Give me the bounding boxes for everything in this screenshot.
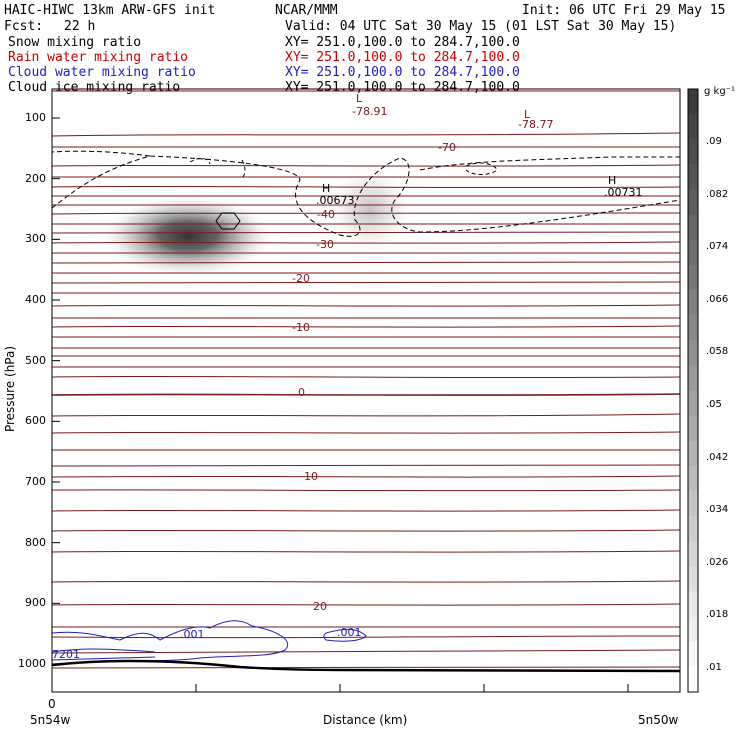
low-mark: L bbox=[356, 92, 363, 105]
colorbar-swatch bbox=[688, 214, 698, 241]
x-tick-label: 0 bbox=[48, 697, 56, 711]
isotherm-label: 0 bbox=[298, 386, 305, 399]
x-right-label: 5n50w bbox=[638, 713, 679, 727]
colorbar-swatch bbox=[688, 390, 698, 417]
field-xy: XY= 251.0,100.0 to 284.7,100.0 bbox=[285, 65, 520, 80]
colorbar bbox=[688, 89, 698, 693]
colorbar-swatch bbox=[688, 340, 698, 366]
colorbar-tick-label: .058 bbox=[706, 346, 729, 358]
colorbar-swatch bbox=[688, 616, 698, 643]
snow-secondary-blob bbox=[330, 170, 410, 250]
fcst-value: 22 h bbox=[64, 19, 96, 34]
colorbar-swatch bbox=[688, 440, 698, 467]
x-axis-label: Distance (km) bbox=[323, 713, 408, 727]
snow-max-blob bbox=[103, 196, 273, 276]
colorbar-tick-label: .026 bbox=[706, 556, 729, 568]
colorbar-swatch bbox=[688, 566, 698, 592]
colorbar-swatch bbox=[688, 465, 698, 492]
cloud-water-label: .001 bbox=[180, 628, 205, 641]
x-left-label: 5n54w bbox=[30, 713, 71, 727]
colorbar-unit: g kg⁻¹ bbox=[704, 86, 735, 97]
y-tick-label: 100 bbox=[25, 111, 46, 124]
colorbar-swatch bbox=[688, 315, 698, 341]
colorbar-tick-label: .018 bbox=[706, 609, 729, 621]
colorbar-tick-label: .082 bbox=[706, 188, 729, 200]
colorbar-swatch bbox=[688, 164, 698, 190]
y-tick-label: 500 bbox=[25, 353, 46, 367]
colorbar-tick-label: .01 bbox=[706, 662, 722, 673]
colorbar-tick-label: .066 bbox=[706, 293, 729, 305]
colorbar-tick-label: .09 bbox=[706, 136, 722, 147]
fcst-label: Fcst: bbox=[4, 19, 44, 34]
colorbar-tick-label: .034 bbox=[706, 504, 729, 516]
colorbar-tick-label: .074 bbox=[706, 241, 729, 253]
low-mark: L bbox=[524, 108, 531, 121]
title-left: HAIC-HIWC 13km ARW-GFS init bbox=[4, 3, 216, 18]
isotherm-label: 20 bbox=[313, 600, 327, 613]
low-value: -78.77 bbox=[518, 118, 553, 131]
left-edge-label: 7201 bbox=[52, 648, 80, 661]
isotherm-label: -40 bbox=[317, 208, 335, 221]
init-label: Init: 06 UTC Fri 29 May 15 bbox=[522, 3, 726, 18]
colorbar-swatch bbox=[688, 290, 698, 316]
colorbar-swatch bbox=[688, 641, 698, 668]
isotherm-label: 10 bbox=[304, 470, 318, 483]
y-tick-label: 300 bbox=[25, 232, 46, 246]
colorbar-swatch bbox=[688, 139, 698, 165]
cloud-water-label: .001 bbox=[337, 626, 362, 639]
colorbar-swatch bbox=[688, 516, 698, 542]
field-name: Rain water mixing ratio bbox=[8, 50, 189, 65]
cloud-water-contour bbox=[52, 620, 288, 665]
cloud-ice-contour bbox=[52, 150, 680, 237]
isotherm-label: -20 bbox=[292, 272, 310, 285]
colorbar-swatch bbox=[688, 415, 698, 442]
field-name: Snow mixing ratio bbox=[8, 35, 142, 50]
high-value: .00731 bbox=[604, 186, 643, 199]
colorbar-tick-label: .05 bbox=[706, 399, 722, 410]
colorbar-tick-label: .042 bbox=[706, 451, 729, 463]
y-tick-label: 800 bbox=[25, 535, 46, 549]
colorbar-swatch bbox=[688, 666, 698, 693]
field-name: Cloud water mixing ratio bbox=[8, 65, 196, 80]
y-tick-label: 400 bbox=[25, 293, 46, 306]
colorbar-swatch bbox=[688, 189, 698, 216]
plot-frame bbox=[51, 88, 681, 693]
valid-label: Valid: 04 UTC Sat 30 May 15 (01 LST Sat … bbox=[285, 19, 677, 34]
colorbar-swatch bbox=[688, 264, 698, 291]
field-xy: XY= 251.0,100.0 to 284.7,100.0 bbox=[285, 50, 520, 65]
colorbar-swatch bbox=[688, 365, 698, 391]
colorbar-swatch bbox=[688, 239, 698, 266]
high-mark: H bbox=[322, 182, 330, 195]
isotherm-label: -10 bbox=[292, 321, 310, 334]
y-tick-label: 700 bbox=[25, 475, 46, 488]
colorbar-swatch bbox=[688, 114, 698, 140]
colorbar-swatch bbox=[688, 491, 698, 517]
high-value: .00673 bbox=[316, 194, 355, 207]
y-tick-label: 200 bbox=[25, 171, 46, 185]
field-xy: XY= 251.0,100.0 to 284.7,100.0 bbox=[285, 35, 520, 50]
colorbar-swatch bbox=[688, 89, 698, 115]
org-label: NCAR/MMM bbox=[275, 3, 338, 18]
terrain-line bbox=[52, 659, 680, 673]
y-tick-label: 900 bbox=[25, 596, 46, 610]
colorbar-swatch bbox=[688, 591, 698, 618]
isotherm-label: -30 bbox=[316, 238, 334, 251]
y-tick-label: 600 bbox=[25, 414, 46, 428]
y-tick-label: 1000 bbox=[18, 657, 46, 670]
high-mark: H bbox=[608, 174, 616, 187]
isotherm-label: -70 bbox=[438, 141, 456, 154]
colorbar-swatch bbox=[688, 541, 698, 567]
low-value: -78.91 bbox=[352, 105, 387, 118]
